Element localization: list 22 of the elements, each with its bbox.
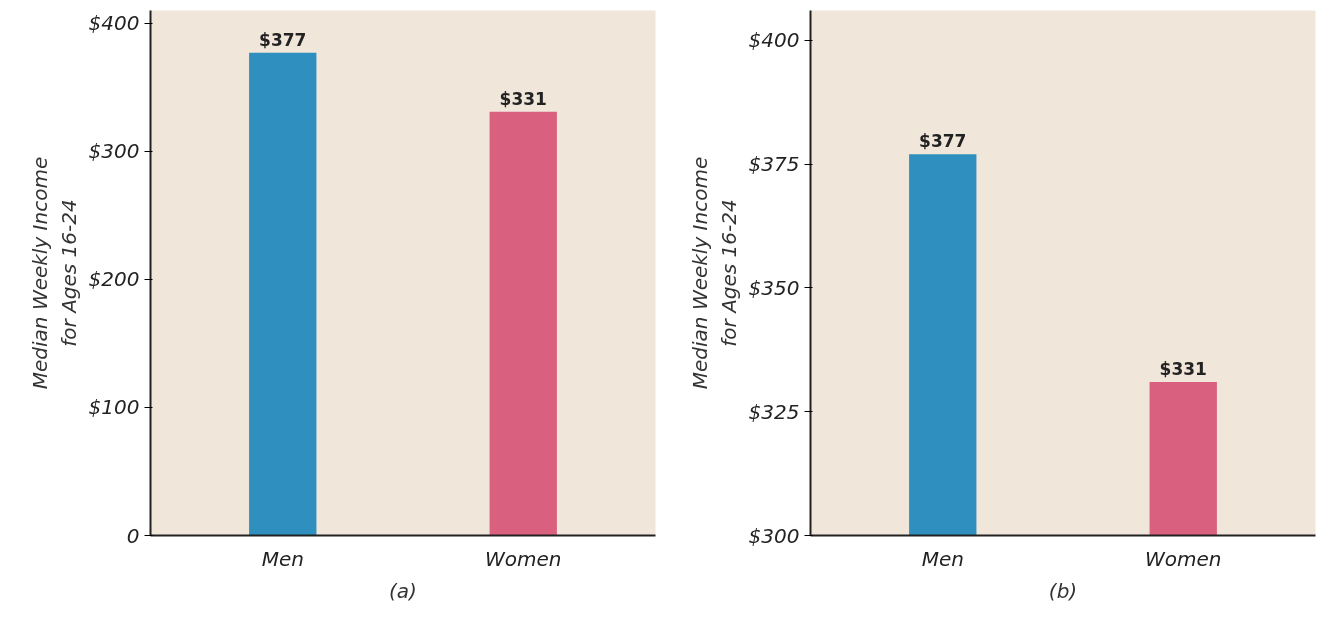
y-tick-label: $325 [748, 399, 800, 424]
y-tick-label: $300 [88, 139, 140, 164]
data-label: $331 [499, 88, 547, 109]
y-tick-label: $400 [88, 11, 140, 36]
x-axis-title: (a) [389, 578, 417, 603]
x-tick-label: Women [485, 546, 562, 571]
y-tick-label: $400 [748, 28, 800, 53]
data-label: $377 [259, 29, 307, 50]
y-tick-label: 0 [126, 523, 140, 548]
y-tick-label: $300 [748, 523, 800, 548]
y-tick-label: $375 [748, 152, 800, 177]
data-label: $331 [1159, 358, 1207, 379]
x-tick-label: Women [1145, 546, 1222, 571]
y-tick-label: $100 [88, 395, 140, 420]
x-axis-title: (b) [1048, 578, 1078, 603]
x-tick-label: Men [921, 546, 964, 571]
y-tick-label: $200 [88, 267, 140, 292]
y-tick-label: $350 [748, 275, 800, 300]
data-label: $377 [919, 131, 967, 152]
y-axis-title: Median Weekly Income for Ages 16-24 [27, 156, 81, 390]
x-tick-label: Men [261, 546, 304, 571]
y-axis-title: Median Weekly Income for Ages 16-24 [687, 156, 741, 390]
